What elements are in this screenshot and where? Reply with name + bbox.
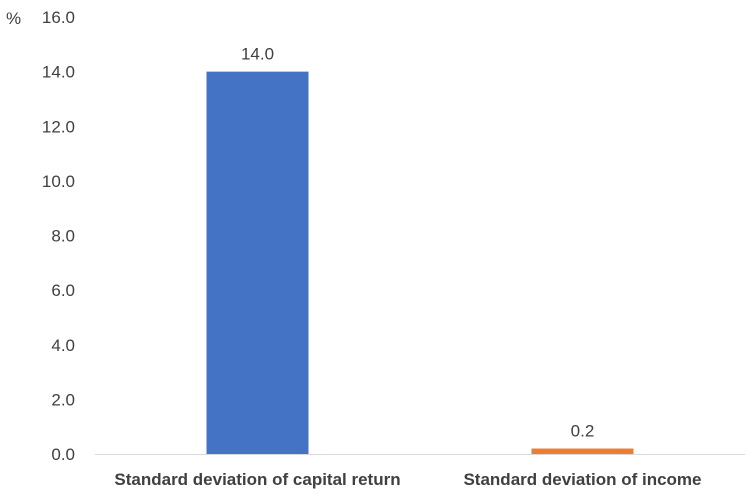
y-tick-label: 12.0 (42, 117, 75, 136)
y-tick-label: 0.0 (51, 445, 75, 464)
data-label: 14.0 (241, 45, 274, 64)
bar (206, 71, 309, 454)
y-axis-ticks: 0.0 2.0 4.0 6.0 8.0 10.0 12.0 14.0 16.0 (42, 8, 75, 464)
bars (206, 71, 634, 454)
x-category-label: Standard deviation of capital return (114, 470, 400, 489)
y-tick-label: 8.0 (51, 227, 75, 246)
x-category-label: Standard deviation of income (463, 470, 701, 489)
y-tick-label: 16.0 (42, 8, 75, 27)
data-labels: 14.0 0.2 (241, 45, 594, 441)
category-labels: Standard deviation of capital return Stan… (114, 470, 701, 489)
y-unit-label: % (6, 9, 21, 28)
y-tick-label: 10.0 (42, 172, 75, 191)
y-tick-label: 2.0 (51, 390, 75, 409)
y-tick-label: 4.0 (51, 336, 75, 355)
y-tick-label: 6.0 (51, 281, 75, 300)
y-tick-label: 14.0 (42, 63, 75, 82)
bar (531, 448, 634, 454)
data-label: 0.2 (571, 422, 595, 441)
